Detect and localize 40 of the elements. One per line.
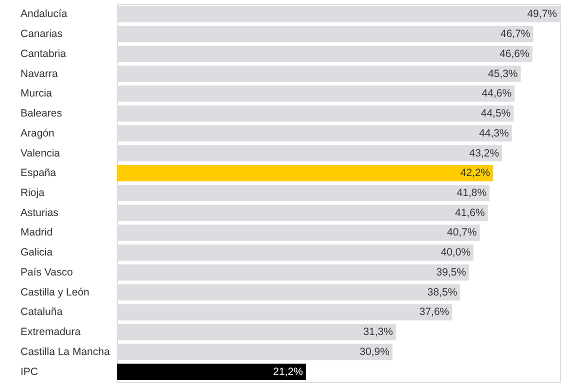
bar <box>117 364 306 380</box>
data-label: 21,2% <box>273 366 303 378</box>
y-tick-label: Canarias <box>20 28 63 40</box>
data-label: 45,3% <box>488 68 518 80</box>
data-label: 44,6% <box>482 88 512 100</box>
data-label: 40,7% <box>446 226 477 239</box>
y-tick-label: Madrid <box>20 226 53 239</box>
data-label: 40,0% <box>440 246 471 259</box>
y-tick-label: Cataluña <box>20 306 63 318</box>
y-tick-label: Galicia <box>20 246 53 259</box>
data-label: 46,7% <box>500 28 530 40</box>
data-label: 49,7% <box>527 8 557 20</box>
data-label: 43,2% <box>469 147 500 160</box>
y-tick-label: Aragón <box>20 127 55 140</box>
y-tick-label: Asturias <box>20 206 58 219</box>
y-tick-label: Baleares <box>20 108 62 120</box>
data-label: 30,9% <box>360 346 390 358</box>
data-label: 37,6% <box>419 306 450 318</box>
y-tick-label: España <box>20 167 56 180</box>
data-label: 31,3% <box>363 326 393 338</box>
y-tick-label: País Vasco <box>20 266 73 278</box>
data-label: 38,5% <box>427 286 458 298</box>
y-tick-label: Castilla y León <box>20 286 90 298</box>
bar <box>117 164 494 182</box>
data-label: 41,6% <box>455 206 485 219</box>
data-label: 46,6% <box>500 48 530 60</box>
data-label: 42,2% <box>460 167 490 180</box>
y-tick-label: Rioja <box>20 187 45 199</box>
y-tick-label: Murcia <box>20 88 52 100</box>
y-tick-label: Valencia <box>20 147 60 160</box>
y-tick-label: Castilla La Mancha <box>20 346 110 358</box>
y-tick-label: IPC <box>20 366 38 378</box>
y-tick-label: Andalucía <box>20 8 68 20</box>
data-label: 44,5% <box>480 108 511 120</box>
y-tick-label: Cantabria <box>20 48 66 60</box>
y-tick-label: Extremadura <box>20 326 81 338</box>
data-label: 39,5% <box>436 266 466 278</box>
y-tick-label: Navarra <box>20 68 58 80</box>
data-label: 44,3% <box>479 127 509 140</box>
data-label: 41,8% <box>456 187 487 199</box>
